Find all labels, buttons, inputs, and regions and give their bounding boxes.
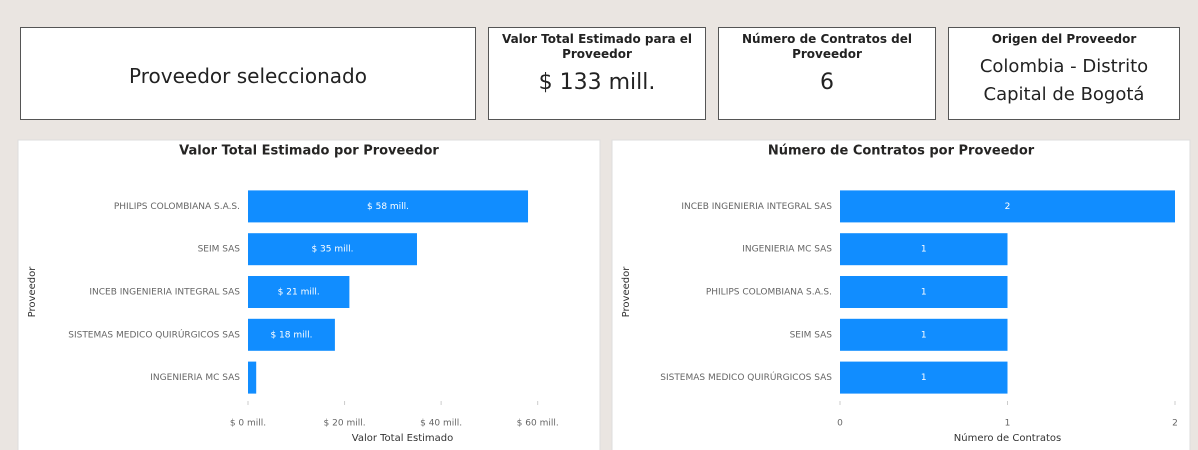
- y-tick-label: SEIM SAS: [198, 245, 241, 255]
- data-label: 2: [1005, 202, 1011, 212]
- chart-title: Número de Contratos por Proveedor: [768, 144, 1035, 159]
- chart-title: Valor Total Estimado por Proveedor: [179, 144, 439, 159]
- y-tick-label: PHILIPS COLOMBIANA S.A.S.: [706, 288, 832, 298]
- x-tick-label: 2: [1172, 419, 1178, 429]
- bar: [248, 318, 335, 351]
- bar: [248, 233, 417, 266]
- card: Número de Contratos del Proveedor 6: [718, 27, 936, 120]
- y-tick-label: INCEB INGENIERIA INTEGRAL SAS: [89, 288, 240, 298]
- card-title: Valor Total Estimado para el Proveedor: [501, 32, 693, 61]
- x-tick-label: $ 20 mill.: [324, 419, 366, 429]
- x-tick-label: $ 60 mill.: [517, 419, 559, 429]
- y-tick-label: INCEB INGENIERIA INTEGRAL SAS: [681, 202, 832, 212]
- data-label: 1: [921, 330, 927, 340]
- bar: [248, 276, 350, 308]
- bar: [840, 361, 1008, 394]
- card-value: $ 133 mill.: [538, 70, 656, 95]
- card: Proveedor seleccionado: [20, 27, 476, 120]
- data-label: $ 21 mill.: [278, 288, 320, 298]
- x-tick-label: 0: [837, 419, 843, 429]
- card-title: Origen del Proveedor: [991, 32, 1137, 46]
- y-tick-label: SISTEMAS MEDICO QUIRÚRGICOS SAS: [660, 371, 832, 383]
- card-title: Proveedor seleccionado: [129, 64, 367, 88]
- x-axis-title: Valor Total Estimado: [352, 433, 453, 444]
- bar: [840, 190, 1175, 223]
- bar: [840, 233, 1008, 266]
- data-label: $ 58 mill.: [367, 202, 409, 212]
- bar: [248, 190, 529, 223]
- x-tick-label: $ 40 mill.: [420, 419, 462, 429]
- data-label: 1: [921, 245, 927, 255]
- x-tick-label: $ 0 mill.: [230, 419, 266, 429]
- y-tick-label: INGENIERIA MC SAS: [742, 245, 832, 255]
- y-axis-title: Proveedor: [27, 266, 38, 318]
- card-value: Colombia - Distrito Capital de Bogotá: [979, 56, 1149, 105]
- x-tick-label: 1: [1005, 419, 1011, 429]
- data-label: 1: [921, 288, 927, 298]
- card: Valor Total Estimado para el Proveedor $…: [488, 27, 706, 120]
- y-axis-title: Proveedor: [621, 266, 632, 318]
- bar: [248, 361, 257, 394]
- y-tick-label: PHILIPS COLOMBIANA S.A.S.: [114, 202, 240, 212]
- y-tick-label: INGENIERIA MC SAS: [150, 373, 240, 383]
- card: Origen del Proveedor Colombia - Distrito…: [948, 27, 1180, 120]
- data-label: $ 35 mill.: [311, 245, 353, 255]
- bar: [840, 318, 1008, 351]
- card-value: 6: [820, 70, 834, 95]
- card-title: Número de Contratos del Proveedor: [742, 32, 912, 61]
- data-label: 1: [921, 373, 927, 383]
- data-label: $ 18 mill.: [270, 330, 312, 340]
- bar: [840, 276, 1008, 308]
- y-tick-label: SISTEMAS MEDICO QUIRÚRGICOS SAS: [68, 328, 240, 340]
- y-tick-label: SEIM SAS: [790, 330, 833, 340]
- x-axis-title: Número de Contratos: [954, 432, 1061, 444]
